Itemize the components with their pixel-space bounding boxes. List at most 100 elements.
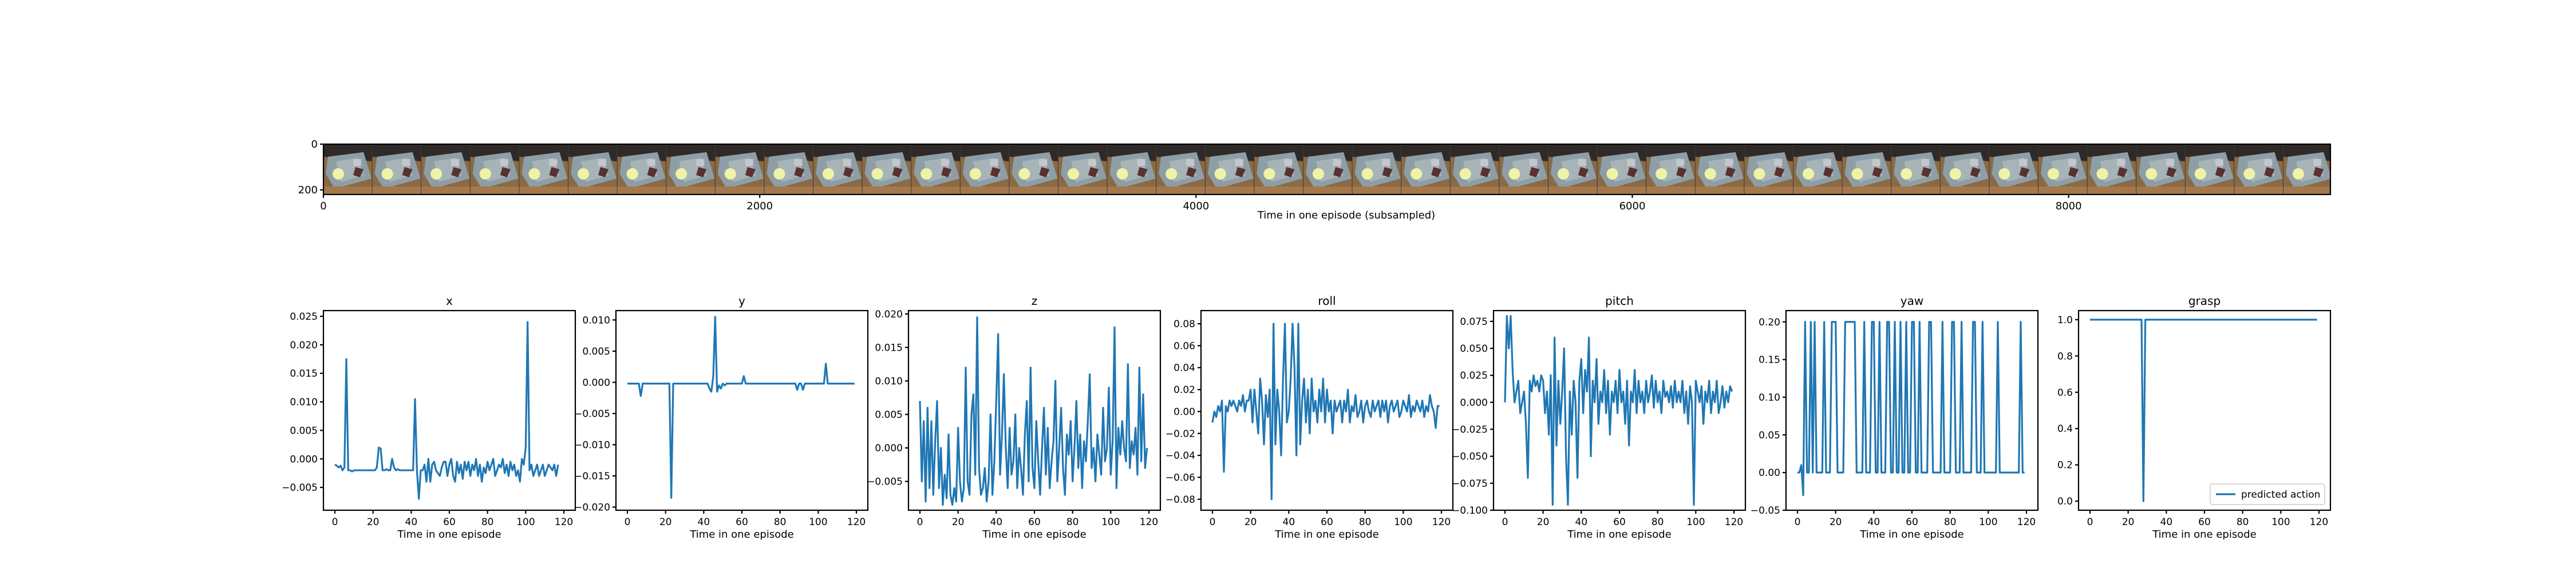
- y-tick-label: 0.020: [875, 309, 903, 320]
- x-tick-label: 80: [1066, 517, 1079, 528]
- frame-strip-xtick-label: 4000: [1183, 200, 1209, 212]
- series-line-z: [919, 316, 1148, 506]
- frame-strip-ytick-label: 200: [298, 184, 318, 196]
- series-line-grasp: [2090, 319, 2317, 502]
- legend-label: predicted action: [2241, 489, 2320, 500]
- x-tick-label: 80: [774, 517, 787, 528]
- frame-strip-xtick-label: 6000: [1619, 200, 1646, 212]
- y-tick-label: −0.05: [1751, 505, 1780, 517]
- y-tick-label: 0.050: [1460, 343, 1488, 355]
- subplot-y: y 0 20 40 60 80 100 120 −0.020 −0.015 −0.010 −0.005…: [574, 294, 869, 541]
- y-tick-label: −0.08: [1165, 494, 1195, 506]
- frame-strip-image: [323, 144, 2330, 194]
- subplot-grasp: grasp 0 20 40 60 80 100 120 0.0 0.2 0.4 0.6 0.8 1.0 Ti…: [2057, 294, 2332, 541]
- y-tick-label: 0.020: [290, 340, 318, 351]
- x-tick-label: 20: [952, 517, 965, 528]
- x-tick-label: 60: [736, 517, 748, 528]
- x-tick-label: 60: [1321, 517, 1333, 528]
- y-tick-label: 0.075: [1460, 316, 1488, 328]
- y-tick-label: 0.04: [1174, 363, 1195, 374]
- frame-strip-ytick-label: 0: [311, 138, 318, 150]
- y-tick-label: 0.4: [2057, 423, 2073, 435]
- x-tick-label: 40: [2160, 517, 2173, 528]
- x-tick-label: 120: [2017, 517, 2036, 528]
- x-tick-label: 40: [990, 517, 1003, 528]
- subplot-title: z: [1032, 294, 1038, 308]
- x-axis-label: Time in one episode: [2152, 529, 2257, 541]
- subplot-title: y: [738, 294, 745, 308]
- x-tick-label: 120: [555, 517, 573, 528]
- y-tick-label: 0.000: [582, 377, 610, 388]
- x-tick-label: 120: [1432, 517, 1451, 528]
- y-tick-label: 0.10: [1759, 392, 1780, 403]
- x-tick-label: 80: [1652, 517, 1664, 528]
- y-tick-label: −0.100: [1452, 505, 1488, 517]
- x-tick-label: 20: [367, 517, 380, 528]
- y-tick-label: 0.2: [2057, 460, 2073, 471]
- subplot-roll: roll 0 20 40 60 80 100 120 −0.08 −0.06 −0.04 −0.02 0…: [1165, 294, 1454, 541]
- x-tick-label: 20: [1830, 517, 1842, 528]
- x-axis-label: Time in one episode: [397, 529, 501, 541]
- x-axis-label: Time in one episode: [1859, 529, 1964, 541]
- y-tick-label: 0.005: [582, 346, 610, 357]
- series-line-x: [334, 321, 559, 500]
- subplot-pitch: pitch 0 20 40 60 80 100 120 −0.100 −0.075 −0.050 −0…: [1452, 294, 1747, 541]
- y-tick-label: 0.000: [875, 443, 903, 454]
- frame-strip-xlabel: Time in one episode (subsampled): [1257, 209, 1435, 221]
- x-tick-label: 80: [1944, 517, 1957, 528]
- y-tick-label: −0.02: [1165, 428, 1195, 440]
- y-tick-label: 0.005: [290, 425, 318, 436]
- y-tick-label: −0.010: [574, 439, 610, 451]
- x-tick-label: 60: [2198, 517, 2211, 528]
- legend: predicted action: [2210, 483, 2325, 505]
- y-tick-label: 0.06: [1174, 340, 1195, 352]
- subplot-title: pitch: [1605, 294, 1634, 308]
- y-tick-label: −0.020: [574, 502, 610, 514]
- y-tick-label: 1.0: [2057, 315, 2073, 326]
- y-tick-label: 0.010: [290, 397, 318, 408]
- plot-frame-grasp: [2077, 309, 2332, 511]
- y-tick-label: −0.005: [867, 476, 903, 488]
- y-tick-label: 0.6: [2057, 387, 2073, 399]
- x-tick-label: 60: [443, 517, 456, 528]
- plot-frame-x: [322, 309, 576, 511]
- x-tick-label: 100: [1101, 517, 1120, 528]
- x-axis-label: Time in one episode: [1567, 529, 1672, 541]
- x-tick-label: 80: [1359, 517, 1372, 528]
- frame-strip-xtick-label: 2000: [746, 200, 773, 212]
- y-tick-label: 0.025: [1460, 370, 1488, 382]
- x-tick-label: 0: [2087, 517, 2093, 528]
- x-axis-label: Time in one episode: [1274, 529, 1379, 541]
- subplot-title: yaw: [1901, 294, 1923, 308]
- x-tick-label: 40: [1575, 517, 1588, 528]
- x-tick-label: 0: [1502, 517, 1508, 528]
- x-tick-label: 20: [659, 517, 672, 528]
- y-tick-label: 0.8: [2057, 351, 2073, 362]
- y-tick-label: −0.005: [282, 482, 318, 494]
- x-tick-label: 40: [698, 517, 710, 528]
- subplot-title: x: [446, 294, 453, 308]
- y-tick-label: 0.02: [1174, 384, 1195, 396]
- y-tick-label: 0.20: [1759, 317, 1780, 328]
- subplot-yaw: yaw 0 20 40 60 80 100 120 −0.05 0.00 0.05 0.10 0.15 0…: [1751, 294, 2039, 541]
- y-tick-label: 0.005: [875, 410, 903, 421]
- x-tick-label: 100: [1686, 517, 1705, 528]
- x-axis-label: Time in one episode: [982, 529, 1086, 541]
- frame-strip-xtick-label: 8000: [2056, 200, 2082, 212]
- y-tick-label: 0.000: [290, 454, 318, 465]
- x-tick-label: 40: [405, 517, 418, 528]
- series-line-pitch: [1504, 315, 1733, 506]
- legend-box: [2210, 483, 2325, 505]
- y-tick-label: −0.015: [574, 471, 610, 482]
- x-tick-label: 40: [1283, 517, 1295, 528]
- y-tick-label: −0.075: [1452, 478, 1488, 490]
- x-tick-label: 60: [1028, 517, 1041, 528]
- x-tick-label: 20: [1244, 517, 1257, 528]
- y-tick-label: 0.015: [875, 342, 903, 353]
- x-tick-label: 0: [1795, 517, 1801, 528]
- subplot-title: roll: [1318, 294, 1336, 308]
- x-tick-label: 40: [1868, 517, 1880, 528]
- frame-strip-frame: [322, 143, 2332, 196]
- x-tick-label: 0: [1210, 517, 1216, 528]
